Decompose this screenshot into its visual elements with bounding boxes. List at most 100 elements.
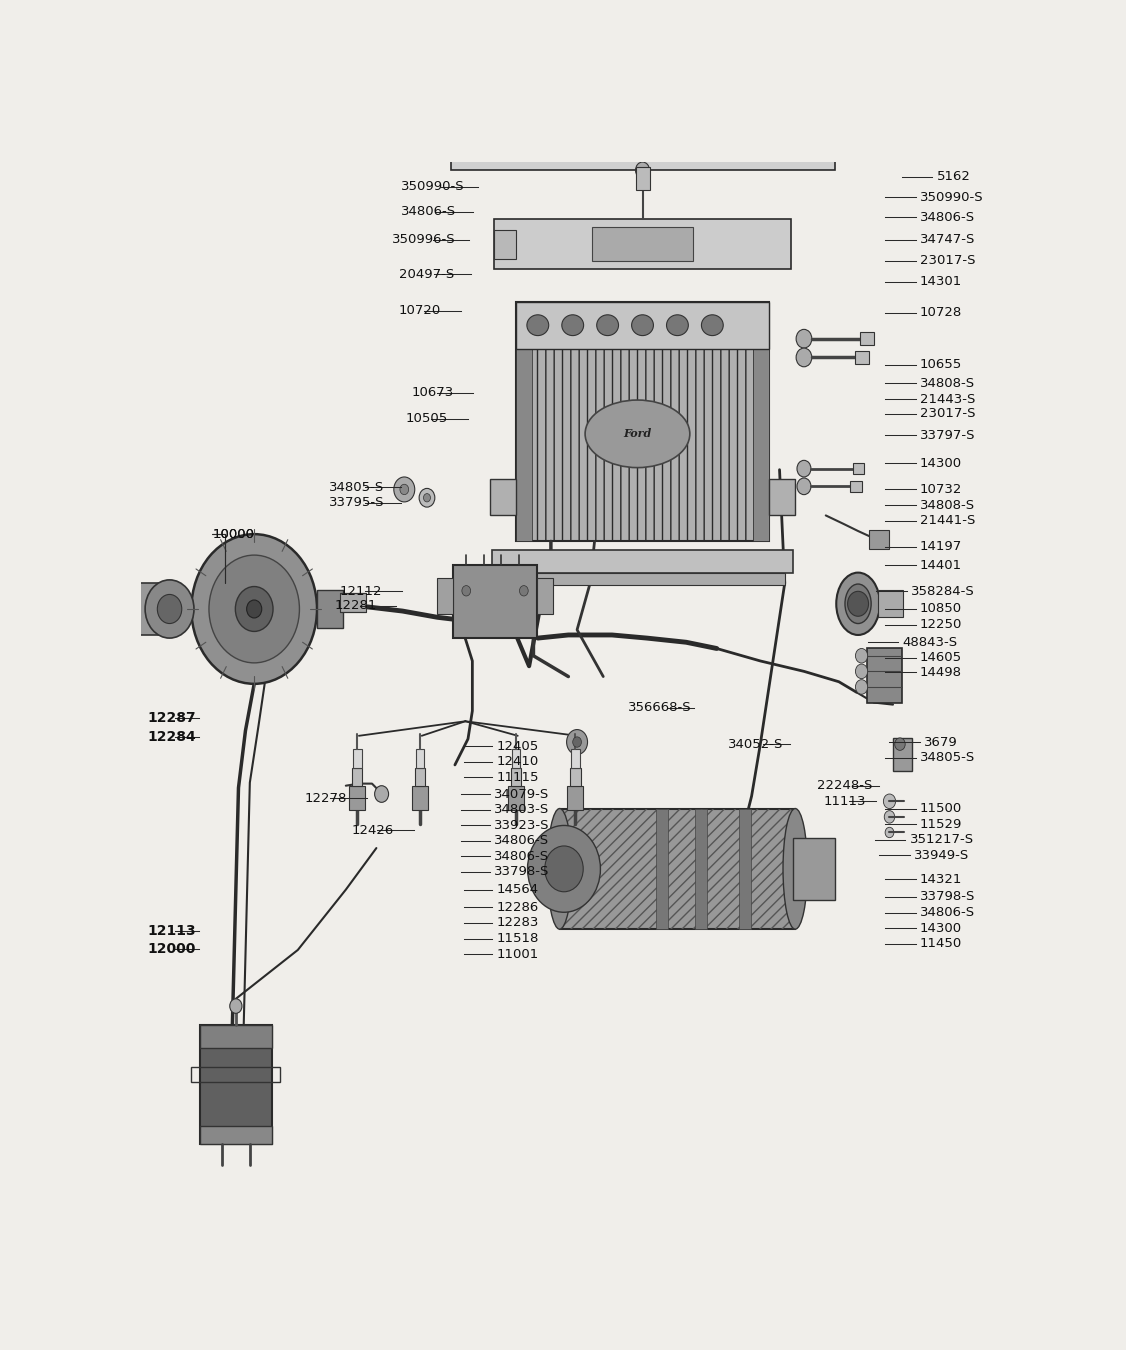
Text: 34806-S: 34806-S — [920, 906, 975, 919]
Bar — [850, 481, 861, 491]
Bar — [490, 479, 516, 516]
Text: 3679: 3679 — [924, 736, 958, 748]
Bar — [437, 578, 453, 614]
Circle shape — [856, 664, 868, 679]
Text: 34747-S: 34747-S — [920, 234, 975, 247]
Text: 33949-S: 33949-S — [914, 849, 969, 861]
Bar — [500, 572, 785, 585]
Text: 5162: 5162 — [937, 170, 971, 184]
Circle shape — [191, 535, 318, 684]
Circle shape — [400, 485, 409, 494]
Bar — [860, 332, 874, 346]
Text: 12000: 12000 — [148, 942, 196, 956]
Circle shape — [394, 477, 414, 502]
Circle shape — [474, 142, 488, 159]
Text: 350996-S: 350996-S — [392, 234, 456, 247]
Bar — [200, 1126, 271, 1145]
Text: 34808-S: 34808-S — [920, 377, 975, 390]
Circle shape — [375, 786, 388, 802]
Text: 34052-S: 34052-S — [729, 737, 784, 751]
Bar — [511, 768, 521, 786]
Text: 34806-S: 34806-S — [401, 205, 456, 219]
Bar — [695, 809, 707, 929]
Circle shape — [145, 580, 194, 639]
Bar — [511, 749, 520, 768]
Text: 33923-S: 33923-S — [494, 818, 549, 832]
Bar — [571, 749, 580, 768]
Text: 11450: 11450 — [920, 937, 963, 950]
Text: Ford: Ford — [624, 428, 652, 439]
Circle shape — [247, 599, 261, 618]
Bar — [415, 749, 425, 768]
Text: 14301: 14301 — [920, 275, 963, 288]
Text: 33798-S: 33798-S — [920, 891, 975, 903]
Ellipse shape — [597, 315, 618, 336]
Bar — [753, 302, 769, 541]
Text: 34806-S: 34806-S — [494, 834, 549, 848]
Text: 12426: 12426 — [352, 824, 394, 837]
Circle shape — [635, 162, 650, 178]
Text: 34805-S: 34805-S — [329, 481, 384, 494]
Text: 14300: 14300 — [920, 456, 962, 470]
Text: 10505: 10505 — [406, 412, 448, 425]
Circle shape — [235, 586, 272, 632]
Bar — [856, 351, 869, 363]
Circle shape — [566, 729, 588, 755]
Text: 12281: 12281 — [334, 599, 377, 613]
Circle shape — [209, 555, 300, 663]
Circle shape — [884, 794, 895, 809]
Bar — [867, 648, 902, 702]
Bar — [340, 594, 366, 612]
Circle shape — [230, 999, 242, 1014]
Ellipse shape — [844, 585, 872, 624]
Text: 23017-S: 23017-S — [920, 254, 975, 267]
Text: 34808-S: 34808-S — [920, 498, 975, 512]
Text: 14564: 14564 — [497, 883, 539, 896]
Text: 21441-S: 21441-S — [920, 514, 975, 526]
Bar — [200, 1025, 271, 1048]
Text: 21443-S: 21443-S — [920, 393, 975, 405]
Text: 34079-S: 34079-S — [494, 787, 549, 801]
Ellipse shape — [632, 315, 653, 336]
Bar — [453, 566, 537, 639]
Text: 11001: 11001 — [497, 948, 539, 961]
Text: 12112: 12112 — [340, 585, 382, 598]
Text: 11500: 11500 — [920, 802, 963, 815]
Text: 33797-S: 33797-S — [920, 429, 975, 441]
Text: 350990-S: 350990-S — [920, 190, 984, 204]
Bar — [516, 302, 531, 541]
Bar — [570, 768, 581, 786]
Text: 12405: 12405 — [497, 740, 539, 753]
Circle shape — [814, 142, 829, 159]
Text: 23017-S: 23017-S — [920, 408, 975, 420]
Text: 350990-S: 350990-S — [401, 181, 464, 193]
Bar — [494, 230, 516, 259]
Bar — [352, 768, 363, 786]
Text: 358284-S: 358284-S — [911, 585, 975, 598]
Text: 351217-S: 351217-S — [910, 833, 974, 846]
Circle shape — [895, 738, 905, 751]
Text: 14401: 14401 — [920, 559, 962, 572]
Bar — [200, 1025, 271, 1145]
Ellipse shape — [783, 809, 807, 929]
Text: 22248-S: 22248-S — [817, 779, 873, 792]
Text: 12250: 12250 — [920, 618, 963, 630]
Text: 34806-S: 34806-S — [494, 850, 549, 863]
Text: 14300: 14300 — [920, 922, 962, 934]
Circle shape — [856, 679, 868, 694]
Bar — [794, 837, 835, 900]
Text: 10673: 10673 — [411, 386, 454, 400]
Text: 34805-S: 34805-S — [920, 751, 975, 764]
Circle shape — [884, 810, 895, 824]
Bar — [869, 531, 888, 548]
Bar — [769, 479, 795, 516]
Bar — [494, 219, 790, 269]
Bar — [492, 549, 794, 572]
Bar — [878, 590, 903, 617]
Bar — [349, 786, 365, 810]
Bar — [568, 786, 583, 810]
Text: 12287: 12287 — [148, 711, 196, 725]
Circle shape — [856, 648, 868, 663]
Circle shape — [462, 586, 471, 595]
Bar — [739, 809, 751, 929]
